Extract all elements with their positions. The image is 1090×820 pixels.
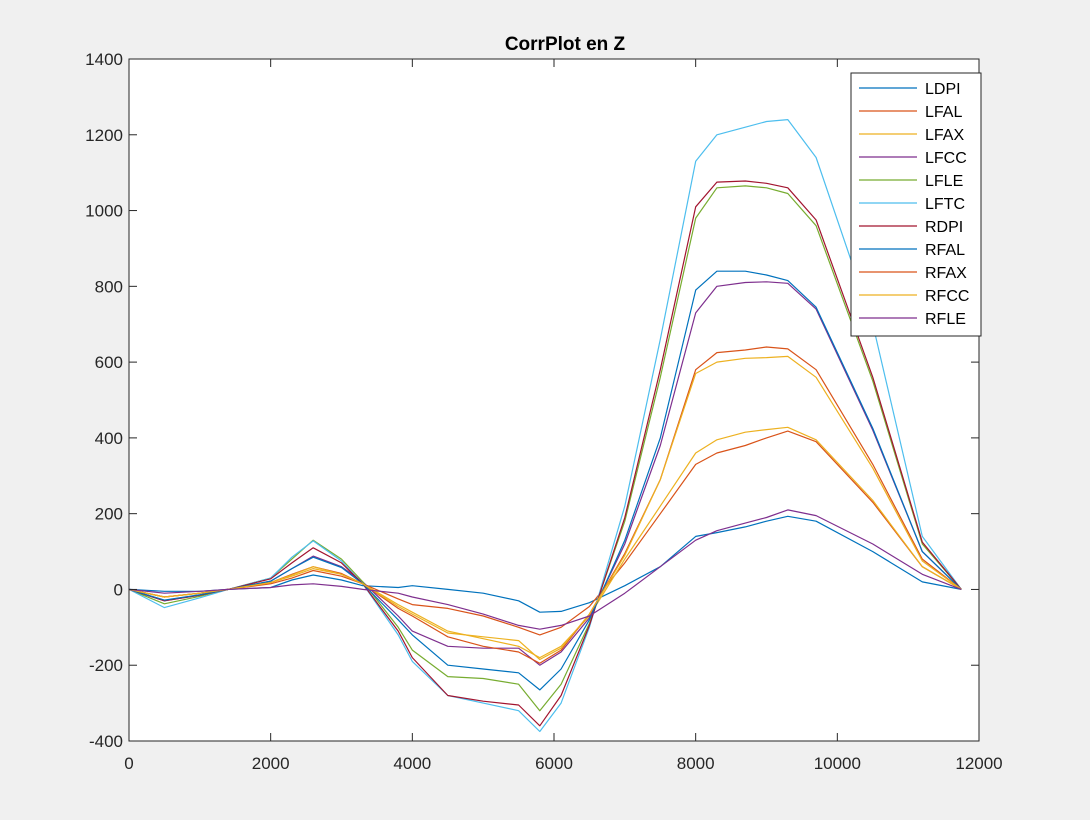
- x-tick-label: 2000: [252, 754, 290, 773]
- legend-label: LFAX: [925, 127, 964, 144]
- legend-label: RFLE: [925, 311, 966, 328]
- x-tick-label: 8000: [677, 754, 715, 773]
- ticks-layer: 0 2000 4000 6000 8000 10000 12000 -400 -200 0 200 4…: [85, 50, 1002, 773]
- series-line-rfal: [128, 270, 962, 691]
- series-line-ldpi: [128, 515, 962, 613]
- y-tick-label: 1400: [85, 50, 123, 69]
- legend-label: LFCC: [925, 150, 967, 167]
- legend-label: RFAX: [925, 265, 967, 282]
- y-tick-label: 800: [95, 277, 123, 296]
- x-tick-label: 4000: [393, 754, 431, 773]
- legend-label: LFTC: [925, 196, 965, 213]
- y-tick-label: 1000: [85, 202, 123, 221]
- legend-label: LFAL: [925, 104, 962, 121]
- x-tick-label: 0: [124, 754, 133, 773]
- y-tick-label: 400: [95, 429, 123, 448]
- y-tick-label: 0: [114, 580, 123, 599]
- chart-title: CorrPlot en Z: [505, 34, 626, 55]
- series-line-rdpi: [128, 180, 962, 727]
- series-line-rfle: [128, 509, 962, 630]
- y-tick-label: 600: [95, 353, 123, 372]
- series-layer: [128, 118, 962, 733]
- legend-label: RFAL: [925, 242, 965, 259]
- x-tick-label: 12000: [955, 754, 1002, 773]
- y-tick-label: 200: [95, 505, 123, 524]
- legend-label: RDPI: [925, 219, 963, 236]
- series-line-lfal: [128, 430, 962, 636]
- legend-label: LFLE: [925, 173, 963, 190]
- series-line-rfcc: [128, 355, 962, 661]
- y-tick-label: 1200: [85, 126, 123, 145]
- axes-box: [128, 58, 980, 742]
- legend-label: LDPI: [925, 81, 961, 98]
- x-tick-label: 10000: [814, 754, 861, 773]
- axes-background: [129, 59, 979, 741]
- legend-label: RFCC: [925, 288, 969, 305]
- series-line-lftc: [128, 118, 962, 733]
- y-tick-label: -400: [89, 732, 123, 751]
- legend: LDPI LFAL LFAX LFCC LFLE LFTC RDPI RFAL RFAX RFCC…: [850, 72, 982, 337]
- y-tick-label: -200: [89, 656, 123, 675]
- legend-box: [850, 72, 982, 337]
- series-line-lfle: [128, 185, 962, 712]
- x-tick-label: 6000: [535, 754, 573, 773]
